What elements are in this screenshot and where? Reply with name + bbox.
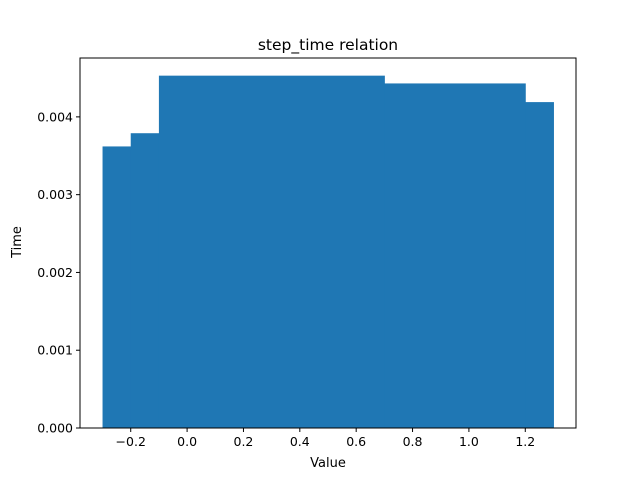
y-axis-title: Time xyxy=(10,226,25,259)
x-tick-label-7: 1.2 xyxy=(515,434,535,449)
bar-0 xyxy=(102,146,132,429)
x-tick-label-3: 0.4 xyxy=(290,434,310,449)
y-tick-label-3: 0.003 xyxy=(37,187,73,202)
bars-group xyxy=(102,75,554,429)
x-tick-label-1: 0.0 xyxy=(177,434,197,449)
bar-1 xyxy=(130,133,160,428)
x-tick-label-5: 0.8 xyxy=(403,434,423,449)
y-axis-ticks: 0.000 0.001 0.002 0.003 0.004 xyxy=(37,109,80,436)
x-tick-label-2: 0.2 xyxy=(234,434,254,449)
y-tick-label-2: 0.002 xyxy=(37,265,73,280)
chart-title: step_time relation xyxy=(258,36,398,55)
x-tick-label-6: 1.0 xyxy=(459,434,479,449)
y-tick-label-4: 0.004 xyxy=(37,109,73,124)
y-tick-label-1: 0.001 xyxy=(37,343,73,358)
bar-4 xyxy=(525,102,554,429)
y-tick-label-0: 0.000 xyxy=(37,421,73,436)
x-axis-title: Value xyxy=(310,456,346,471)
bar-3 xyxy=(384,83,526,429)
x-tick-label-4: 0.6 xyxy=(346,434,366,449)
x-tick-label-0: −0.2 xyxy=(116,434,146,449)
x-axis-ticks: −0.2 0.0 0.2 0.4 0.6 0.8 1.0 1.2 xyxy=(116,428,535,449)
bar-2 xyxy=(158,75,385,429)
plot-frame xyxy=(79,57,577,429)
